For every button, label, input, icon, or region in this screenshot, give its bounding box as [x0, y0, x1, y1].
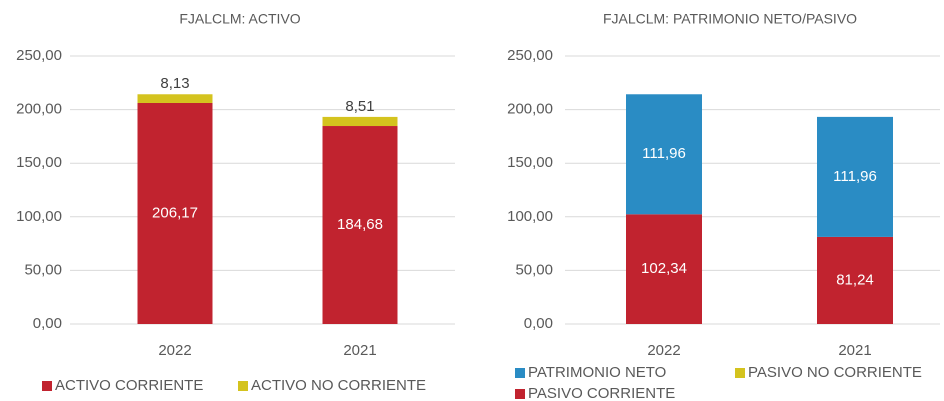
y-tick-label: 0,00	[33, 315, 62, 332]
legend-swatch	[515, 389, 525, 399]
y-tick-label: 250,00	[16, 47, 62, 64]
y-tick-label: 250,00	[507, 47, 553, 64]
y-tick-label: 150,00	[507, 154, 553, 171]
bar-segment	[817, 116, 893, 237]
y-tick-label: 100,00	[16, 208, 62, 225]
data-label: 111,96	[833, 168, 877, 185]
legend-swatch	[238, 381, 248, 391]
x-tick-label: 2022	[647, 342, 680, 359]
legend-swatch	[515, 368, 525, 378]
legend-label: ACTIVO NO CORRIENTE	[251, 377, 426, 394]
data-label: 184,68	[337, 216, 383, 233]
bar-segment	[626, 94, 702, 215]
x-tick-label: 2021	[838, 342, 871, 359]
y-tick-label: 200,00	[16, 101, 62, 118]
data-label: 111,96	[642, 145, 686, 162]
y-tick-label: 150,00	[16, 154, 62, 171]
legend-label: PATRIMONIO NETO	[528, 364, 666, 381]
y-tick-label: 50,00	[24, 261, 62, 278]
legend-swatch	[735, 368, 745, 378]
y-tick-label: 0,00	[524, 315, 553, 332]
chart-title: FJALCLM: PATRIMONIO NETO/PASIVO	[603, 11, 857, 27]
x-tick-label: 2021	[343, 342, 376, 359]
data-label: 81,24	[836, 271, 874, 288]
bar-segment	[322, 126, 398, 324]
chart-title: FJALCLM: ACTIVO	[179, 11, 300, 27]
data-label: 206,17	[152, 204, 198, 221]
data-label: 102,34	[641, 260, 687, 277]
legend-swatch	[42, 381, 52, 391]
bar-segment	[817, 236, 893, 324]
legend-label: PASIVO CORRIENTE	[528, 385, 675, 401]
y-tick-label: 100,00	[507, 208, 553, 225]
legend-label: PASIVO NO CORRIENTE	[748, 364, 922, 381]
x-tick-label: 2022	[158, 342, 191, 359]
y-tick-label: 50,00	[515, 261, 553, 278]
bar-segment	[137, 94, 213, 103]
data-label: 8,13	[160, 75, 189, 92]
bar-segment	[626, 214, 702, 324]
bar-segment	[322, 116, 398, 127]
y-tick-label: 200,00	[507, 101, 553, 118]
bar-segment	[137, 102, 213, 324]
legend-label: ACTIVO CORRIENTE	[55, 377, 203, 394]
data-label: 8,51	[345, 98, 374, 115]
